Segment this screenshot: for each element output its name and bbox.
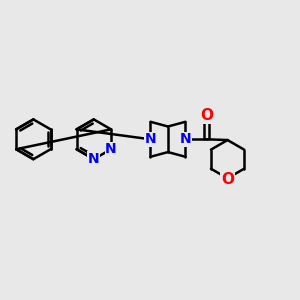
Text: N: N — [180, 132, 191, 146]
Text: N: N — [88, 152, 100, 166]
Text: N: N — [145, 132, 156, 146]
Text: O: O — [221, 172, 234, 187]
Text: O: O — [200, 109, 213, 124]
Text: N: N — [105, 142, 117, 156]
